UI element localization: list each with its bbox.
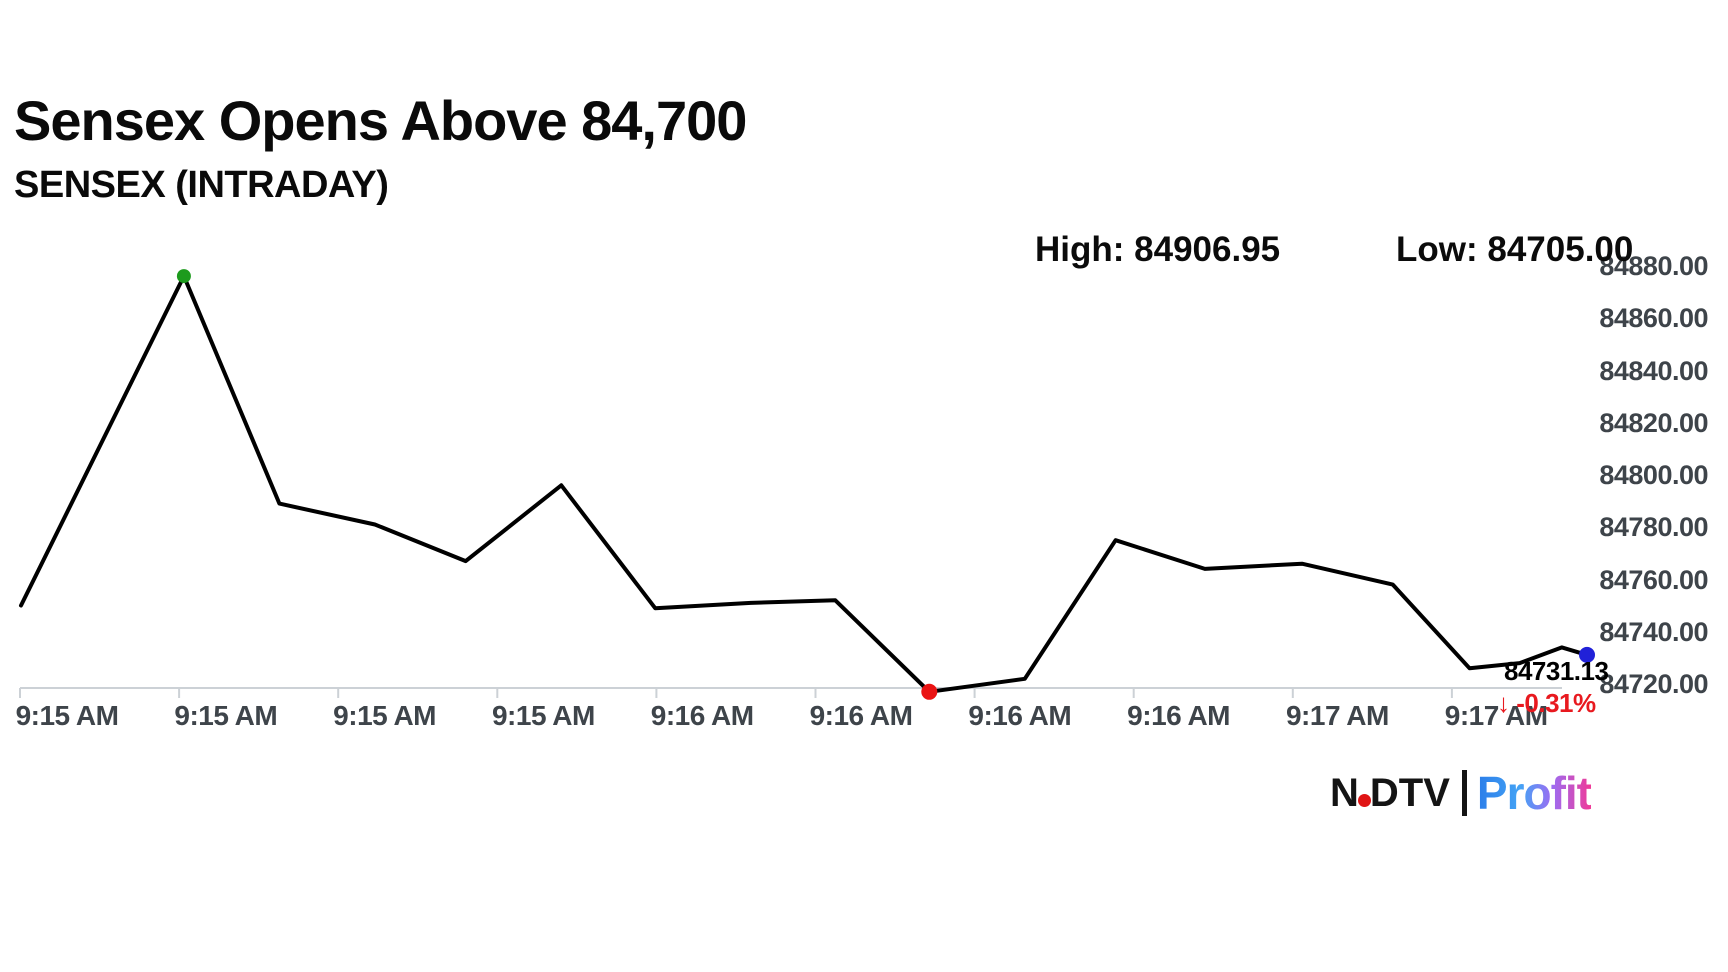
logo-divider-bar [1461, 770, 1467, 816]
x-axis-tick-label: 9:16 AM [968, 700, 1072, 731]
y-axis-tick-label: 84880.00 [1599, 251, 1708, 281]
last-price-label: 84731.13 [1504, 656, 1609, 686]
change-percent-label: ↓ -0.31% [1497, 688, 1596, 718]
chart-subtitle: SENSEX (INTRADAY) [14, 164, 389, 206]
profit-wordmark: Profit [1476, 767, 1592, 819]
ndtv-letters-dtv: DTV [1369, 770, 1450, 815]
y-axis-tick-label: 84780.00 [1599, 512, 1708, 543]
x-axis-tick-label: 9:15 AM [333, 700, 437, 731]
y-axis-tick-label: 84740.00 [1599, 616, 1708, 647]
x-axis-tick-label: 9:16 AM [809, 700, 913, 731]
x-axis-tick-label: 9:16 AM [1127, 700, 1231, 731]
high-value-label: High: 84906.95 [1035, 230, 1281, 269]
y-axis-tick-label: 84760.00 [1599, 564, 1708, 595]
ndtv-letter-n: N [1330, 770, 1359, 815]
y-axis-tick-label: 84860.00 [1599, 303, 1708, 334]
x-axis-tick-label: 9:17 AM [1444, 700, 1548, 731]
y-axis-tick-label: 84820.00 [1599, 407, 1708, 438]
low-close-marker-dot [921, 683, 938, 700]
ndtv-red-dot-icon [1357, 793, 1371, 807]
ndtv-profit-logo: N DTV Profit [1330, 766, 1592, 820]
x-axis-tick-label: 9:16 AM [650, 700, 754, 731]
high-close-marker-dot [176, 269, 191, 284]
y-axis-tick-label: 84840.00 [1599, 355, 1708, 386]
ndtv-wordmark: N DTV [1330, 771, 1450, 816]
price-line [19, 274, 1589, 694]
y-axis-tick-label: 84720.00 [1599, 669, 1708, 699]
page-title: Sensex Opens Above 84,700 [14, 89, 747, 152]
x-axis-tick-label: 9:17 AM [1285, 700, 1389, 731]
x-axis-tick-label: 9:15 AM [174, 700, 278, 731]
x-axis-tick-label: 9:15 AM [491, 700, 595, 731]
low-value-label: Low: 84705.00 [1396, 230, 1634, 269]
y-axis-tick-label: 84800.00 [1599, 460, 1708, 490]
last-marker-dot [1579, 646, 1595, 663]
x-axis-tick-label: 9:15 AM [15, 700, 119, 731]
